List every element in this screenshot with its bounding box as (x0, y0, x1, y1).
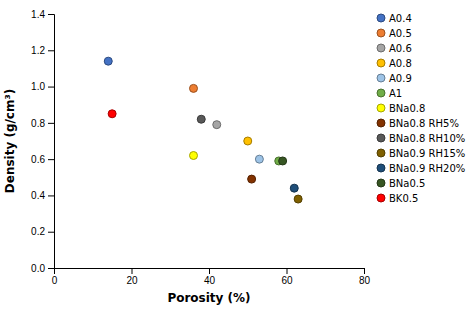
legend-item: A0.4 (377, 13, 412, 24)
axis-line (55, 269, 365, 275)
legend-item: BK0.5 (377, 193, 418, 204)
tick-mark (48, 123, 54, 124)
legend-swatch (377, 194, 385, 202)
point (290, 184, 298, 192)
legend-item: BNa0.8 RH5% (377, 118, 459, 129)
legend-label: A0.8 (389, 58, 412, 69)
legend-item: BNa0.8 (377, 103, 425, 114)
point (190, 84, 198, 92)
tick: 20 (126, 268, 138, 286)
point (108, 110, 116, 118)
legend-swatch (377, 89, 385, 97)
tick-mark (48, 232, 54, 233)
tick-label: 1.4 (31, 9, 45, 20)
y-axis: 0.0 0.2 0.4 0.6 0.8 1.0 1.2 1.4 (31, 9, 54, 274)
tick: 60 (281, 268, 293, 286)
point (279, 157, 287, 165)
legend-item: A0.9 (377, 73, 412, 84)
tick: 40 (204, 268, 216, 286)
legend-item: BNa0.5 (377, 178, 425, 189)
point (248, 175, 256, 183)
point (244, 137, 252, 145)
legend-label: A0.4 (389, 13, 412, 24)
point (213, 121, 221, 129)
tick-label: 60 (281, 275, 293, 286)
x-axis-title: Porosity (%) (167, 291, 250, 305)
tick-mark (48, 50, 54, 51)
point (294, 195, 302, 203)
tick-label: 1.2 (31, 45, 45, 56)
y-axis-title: Density (g/cm³) (3, 89, 17, 193)
legend-swatch (377, 164, 385, 172)
tick-mark (48, 14, 54, 15)
legend-label: BNa0.8 RH10% (389, 133, 465, 144)
tick-label: 20 (126, 275, 138, 286)
tick: 0.0 (31, 263, 54, 274)
tick-mark (364, 268, 365, 274)
point (255, 155, 263, 163)
legend-label: BNa0.9 RH20% (389, 163, 465, 174)
legend-label: A0.9 (389, 73, 412, 84)
legend-swatch (377, 44, 385, 52)
chart: 0 20 40 60 80 0.0 0.2 0.4 0.6 0.8 1.0 1.2 1.4 Porosit… (0, 0, 474, 310)
point (104, 57, 112, 65)
tick: 0.8 (31, 118, 54, 129)
tick: 80 (359, 268, 371, 286)
tick-label: 0.0 (31, 263, 45, 274)
tick-label: 0 (52, 275, 58, 286)
tick-label: 40 (204, 275, 216, 286)
tick-mark (48, 268, 54, 269)
legend-swatch (377, 29, 385, 37)
tick: 0 (52, 268, 58, 286)
plot: 0 20 40 60 80 0.0 0.2 0.4 0.6 0.8 1.0 1.2 1.4 (31, 9, 370, 286)
legend-swatch (377, 149, 385, 157)
tick: 0.6 (31, 154, 54, 165)
legend-label: BNa0.9 RH15% (389, 148, 465, 159)
legend-swatch (377, 74, 385, 82)
legend-label: BNa0.5 (389, 178, 425, 189)
legend-swatch (377, 14, 385, 22)
x-axis: 0 20 40 60 80 (52, 268, 371, 286)
tick: 0.2 (31, 226, 54, 237)
tick-mark (48, 159, 54, 160)
legend-item: A0.6 (377, 43, 412, 54)
tick-mark (132, 268, 133, 274)
tick-label: 1.0 (31, 81, 45, 92)
tick-label: 0.2 (31, 226, 45, 237)
tick-mark (287, 268, 288, 274)
tick-mark (48, 87, 54, 88)
legend-swatch (377, 134, 385, 142)
legend-item: A1 (377, 88, 402, 99)
legend-label: BNa0.8 (389, 103, 425, 114)
tick: 1.0 (31, 81, 54, 92)
axis-line (48, 15, 55, 269)
tick-mark (48, 195, 54, 196)
legend-item: A0.8 (377, 58, 412, 69)
legend-item: BNa0.8 RH10% (377, 133, 465, 144)
legend-swatch (377, 179, 385, 187)
tick-label: 0.6 (31, 154, 45, 165)
legend-item: BNa0.9 RH15% (377, 148, 465, 159)
legend-swatch (377, 104, 385, 112)
tick-label: 0.8 (31, 118, 45, 129)
legend: A0.4 A0.5 A0.6 A0.8 A0.9 A1 BNa0.8 BNa0.8 RH5% B… (377, 13, 465, 204)
legend-label: A0.6 (389, 43, 412, 54)
legend-label: A1 (389, 88, 402, 99)
tick: 1.2 (31, 45, 54, 56)
point (190, 152, 198, 160)
tick-mark (209, 268, 210, 274)
legend-item: BNa0.9 RH20% (377, 163, 465, 174)
point (197, 115, 205, 123)
legend-item: A0.5 (377, 28, 412, 39)
tick-label: 80 (359, 275, 371, 286)
legend-label: BK0.5 (389, 193, 418, 204)
legend-swatch (377, 59, 385, 67)
tick-label: 0.4 (31, 190, 45, 201)
tick: 0.4 (31, 190, 54, 201)
legend-label: A0.5 (389, 28, 412, 39)
legend-label: BNa0.8 RH5% (389, 118, 459, 129)
tick: 1.4 (31, 9, 54, 20)
points (104, 57, 302, 203)
legend-swatch (377, 119, 385, 127)
